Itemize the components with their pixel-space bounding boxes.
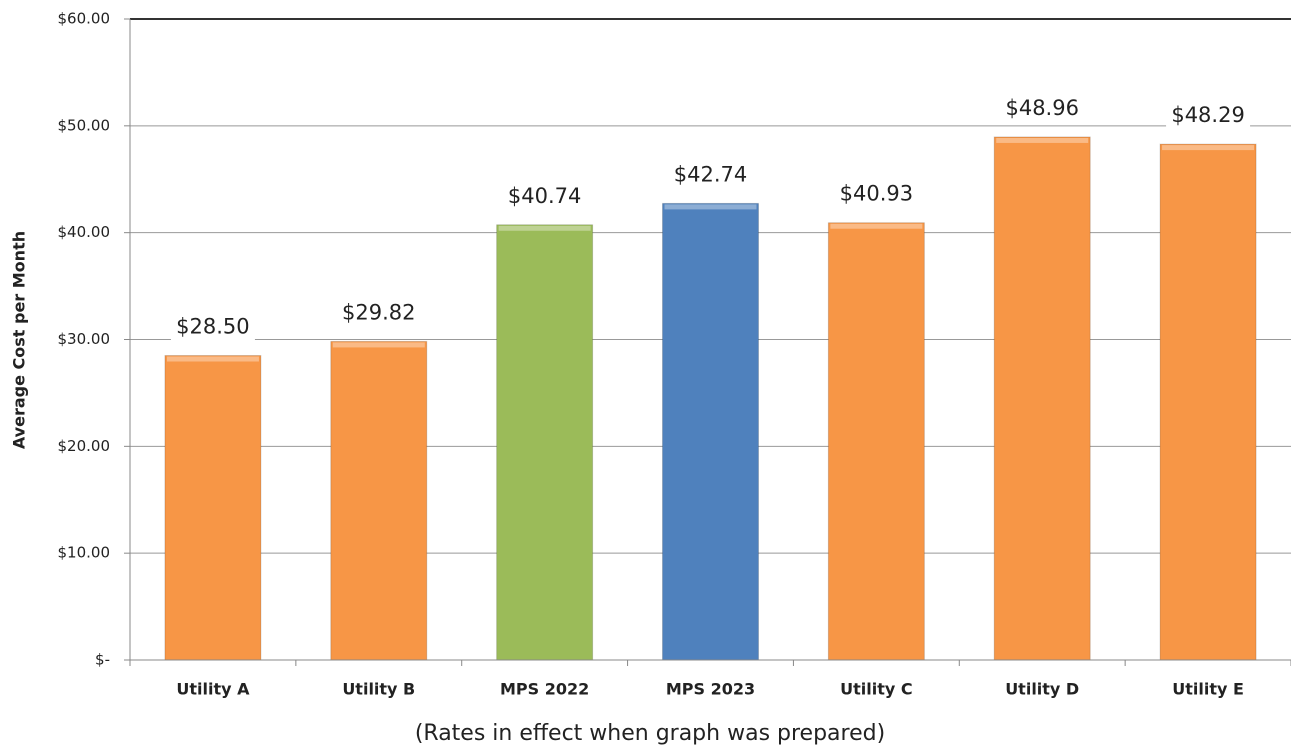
value-label-bg bbox=[668, 161, 753, 190]
bar bbox=[827, 222, 925, 661]
value-label: $48.29 bbox=[1171, 103, 1244, 127]
bar-highlight bbox=[830, 223, 923, 229]
x-tick-label: Utility B bbox=[342, 680, 415, 699]
value-label: $40.93 bbox=[840, 182, 913, 206]
value-label-bg bbox=[502, 182, 587, 211]
bar-highlight bbox=[1162, 145, 1255, 151]
x-tick-label: Utility A bbox=[176, 680, 250, 699]
bar bbox=[164, 355, 262, 661]
value-label-bg bbox=[336, 299, 421, 328]
x-tick-label: Utility C bbox=[840, 680, 912, 699]
bar bbox=[330, 340, 428, 661]
value-label: $29.82 bbox=[342, 300, 415, 324]
y-tick-label: $20.00 bbox=[58, 437, 111, 455]
bar-highlight bbox=[664, 204, 757, 210]
value-label-bg bbox=[1166, 102, 1251, 131]
bar bbox=[993, 136, 1091, 661]
y-tick-label: $60.00 bbox=[58, 10, 111, 28]
x-axis-label: (Rates in effect when graph was prepared… bbox=[415, 721, 885, 746]
bar-highlight bbox=[332, 342, 425, 348]
bar-highlight bbox=[996, 137, 1089, 143]
y-tick-label: $40.00 bbox=[58, 223, 111, 241]
value-label: $40.74 bbox=[508, 184, 581, 208]
y-tick-label: $- bbox=[95, 651, 110, 669]
value-label-bg bbox=[170, 313, 255, 342]
y-axis-label: Average Cost per Month bbox=[10, 231, 29, 449]
y-tick-label: $10.00 bbox=[58, 544, 111, 562]
bar bbox=[662, 202, 759, 661]
bar-highlight bbox=[498, 225, 591, 231]
bar bbox=[1159, 143, 1257, 661]
bar-highlight bbox=[166, 356, 259, 362]
bar bbox=[496, 224, 594, 661]
x-tick-label: MPS 2023 bbox=[666, 680, 755, 699]
value-label-bg bbox=[1000, 94, 1085, 123]
x-tick-label: Utility E bbox=[1172, 680, 1244, 699]
x-tick-label: MPS 2022 bbox=[500, 680, 589, 699]
value-label-bg bbox=[834, 180, 919, 209]
value-label: $48.96 bbox=[1005, 96, 1078, 120]
x-tick-label: Utility D bbox=[1005, 680, 1079, 699]
y-tick-label: $30.00 bbox=[58, 330, 111, 348]
value-label: $28.50 bbox=[176, 315, 249, 339]
value-label: $42.74 bbox=[674, 162, 747, 186]
y-tick-label: $50.00 bbox=[58, 116, 111, 134]
